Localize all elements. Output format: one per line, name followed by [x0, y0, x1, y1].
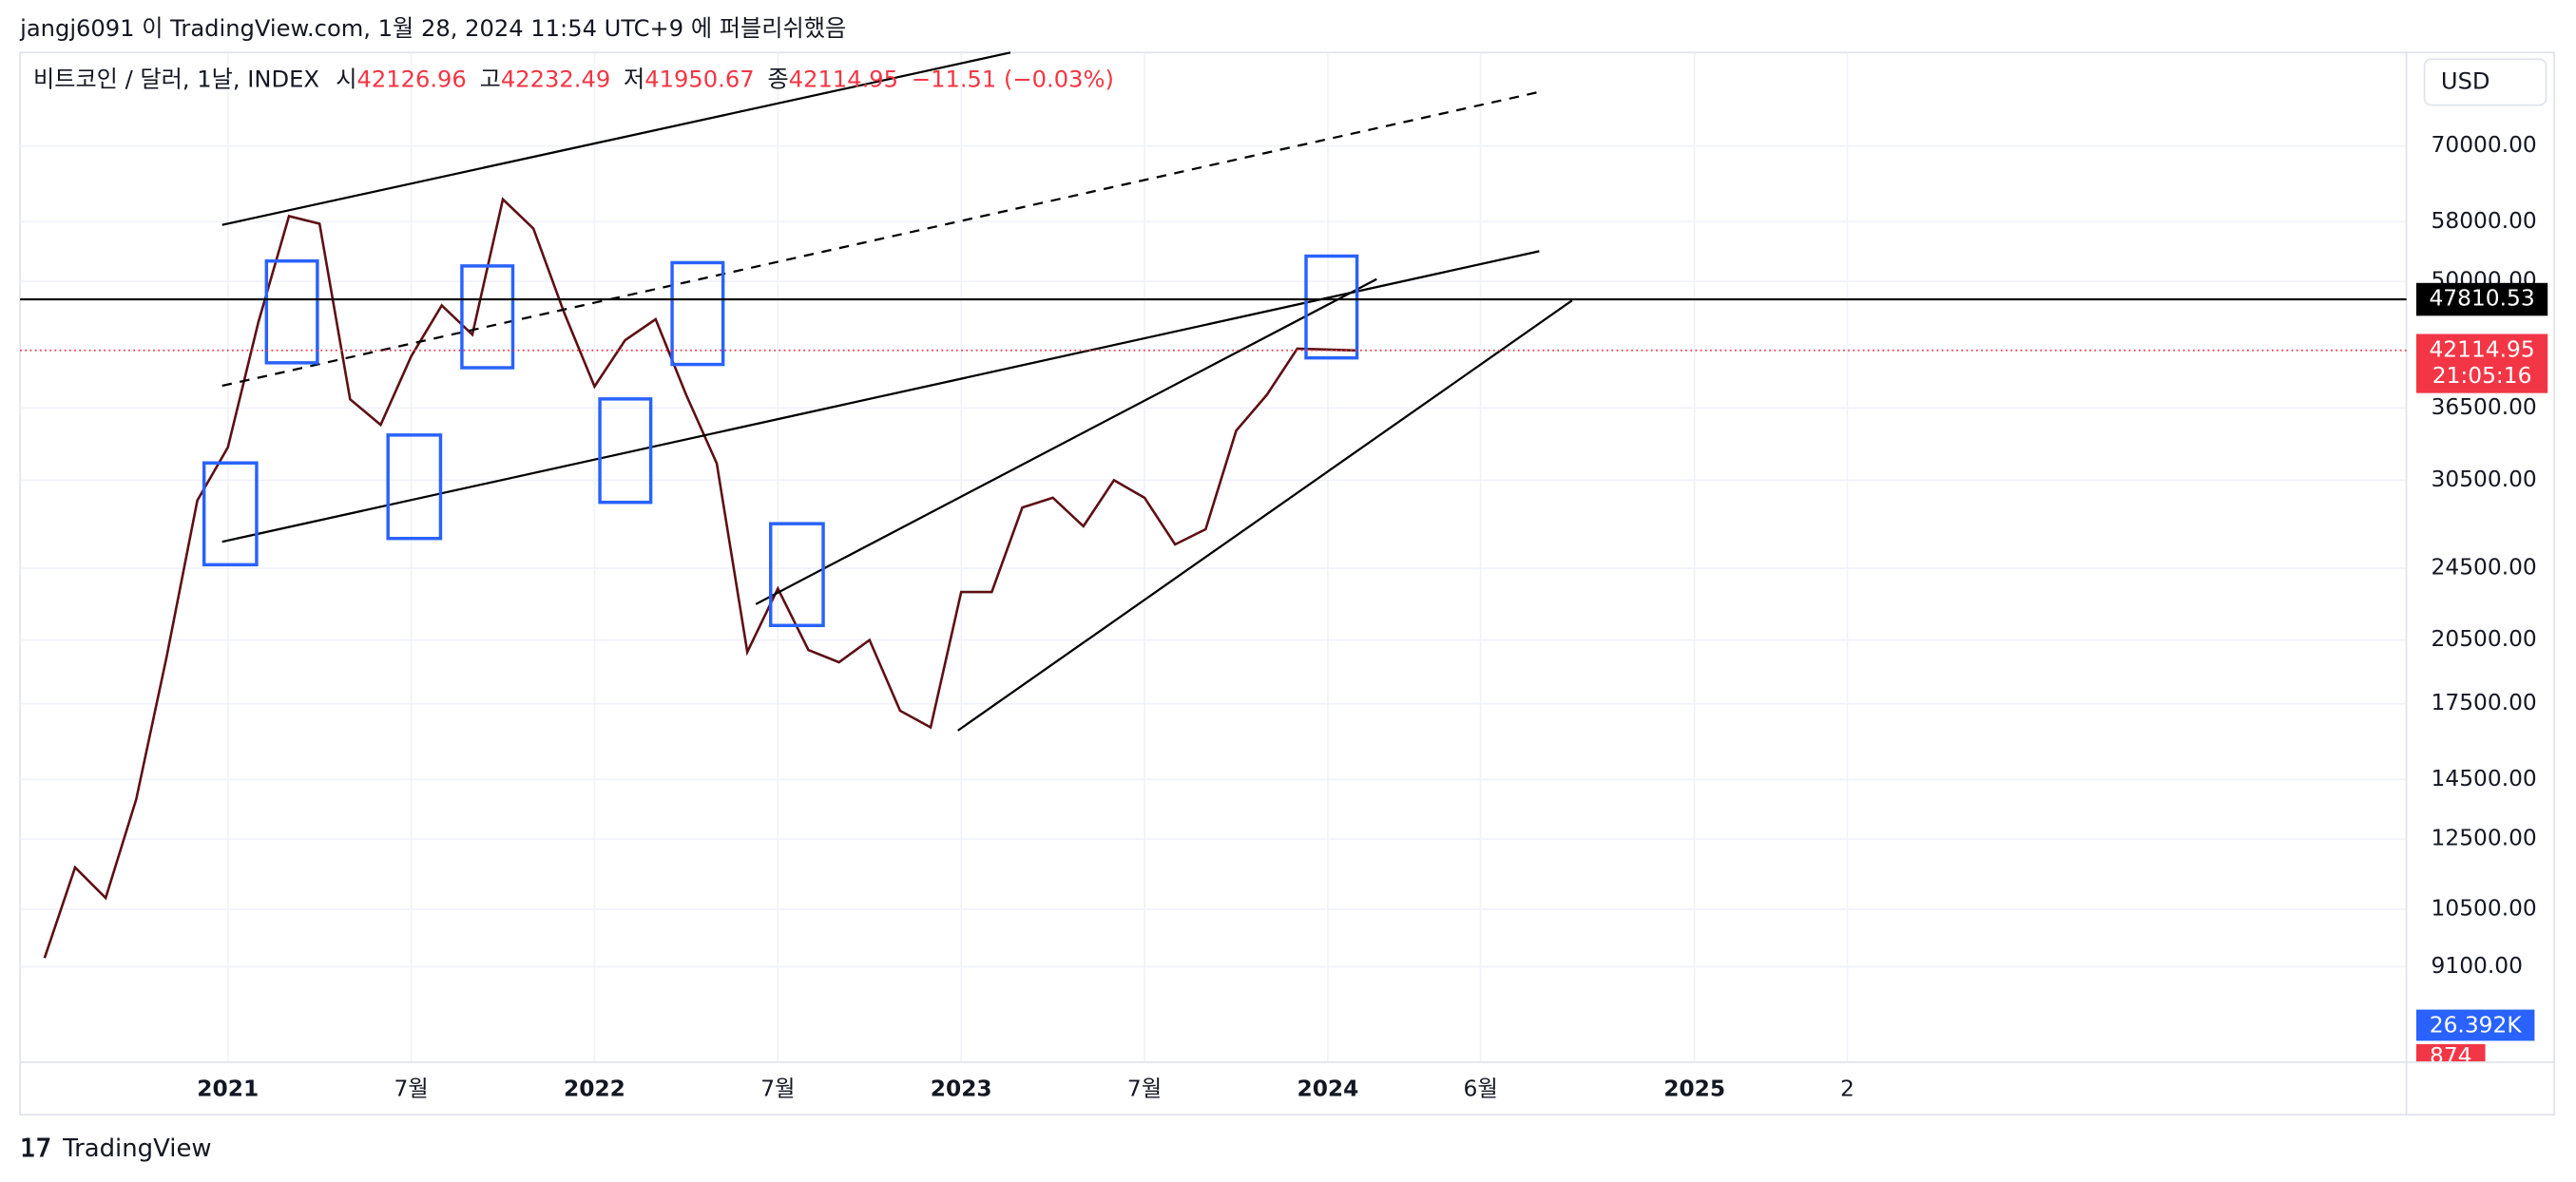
x-tick-label: 7월 — [760, 1077, 795, 1102]
y-tick-label: 20500.00 — [2432, 626, 2537, 652]
change: −11.51 (−0.03%) — [912, 67, 1114, 93]
x-tick-label: 2025 — [1663, 1077, 1725, 1102]
close: 42114.95 — [789, 67, 898, 93]
x-tick-label: 2024 — [1297, 1077, 1358, 1102]
y-tick-label: 24500.00 — [2432, 555, 2537, 581]
y-tick-label: 17500.00 — [2432, 690, 2537, 715]
y-tick-label: 70000.00 — [2432, 132, 2537, 158]
x-tick-label: 6월 — [1464, 1077, 1498, 1102]
vol-ma-label: 26.392K — [2430, 1012, 2523, 1038]
x-tick-label: 2021 — [197, 1077, 259, 1102]
boxes — [202, 254, 1359, 628]
currency[interactable]: USD — [2441, 67, 2490, 94]
h-label: 고 — [480, 67, 501, 93]
hline-label: 47810.53 — [2429, 286, 2534, 312]
frame — [19, 51, 2555, 1116]
low: 41950.67 — [644, 67, 754, 93]
y-tick-label: 30500.00 — [2432, 467, 2537, 492]
price-label: 42114.95 — [2429, 336, 2534, 362]
price-line — [43, 197, 1355, 959]
y-tick-label: 12500.00 — [2432, 826, 2537, 851]
trend-lines — [221, 51, 1573, 732]
vol-box — [2415, 1043, 2486, 1062]
price-box — [2415, 334, 2548, 393]
countdown: 21:05:16 — [2432, 363, 2532, 389]
y-tick-label: 14500.00 — [2432, 766, 2537, 791]
y-tick-label: 58000.00 — [2432, 208, 2537, 234]
c-label: 종 — [767, 67, 788, 93]
grid — [20, 52, 2407, 1062]
footer: TradingView — [62, 1134, 212, 1163]
l-label: 저 — [624, 67, 644, 93]
header: jangj6091 이 TradingView.com, 1월 28, 2024… — [19, 15, 846, 42]
vol-ma-box — [2415, 1009, 2535, 1041]
x-tick-label: 2023 — [931, 1077, 992, 1102]
symbol: 비트코인 / 달러, 1날, INDEX — [33, 67, 319, 93]
hline-box — [2415, 282, 2548, 316]
x-tick-label: 7월 — [1127, 1077, 1162, 1102]
x-tick-label: 2022 — [564, 1077, 625, 1102]
y-tick-label: 36500.00 — [2432, 394, 2537, 420]
y-tick-label: 10500.00 — [2432, 895, 2537, 921]
x-tick-label: 2 — [1840, 1077, 1855, 1102]
x-tick-label: 7월 — [394, 1077, 428, 1102]
y-tick-label: 9100.00 — [2432, 953, 2523, 979]
high: 42232.49 — [501, 67, 610, 93]
legend: 비트코인 / 달러, 1날, INDEX 시42126.96 고42232.49 저4… — [33, 67, 1114, 93]
open: 42126.96 — [356, 67, 466, 93]
footer-logo: 𝟣𝟩 — [20, 1134, 51, 1163]
plot — [43, 197, 1355, 959]
o-label: 시 — [336, 67, 356, 93]
currency-button[interactable] — [2423, 58, 2547, 106]
vol-label: 874 — [2430, 1043, 2472, 1069]
